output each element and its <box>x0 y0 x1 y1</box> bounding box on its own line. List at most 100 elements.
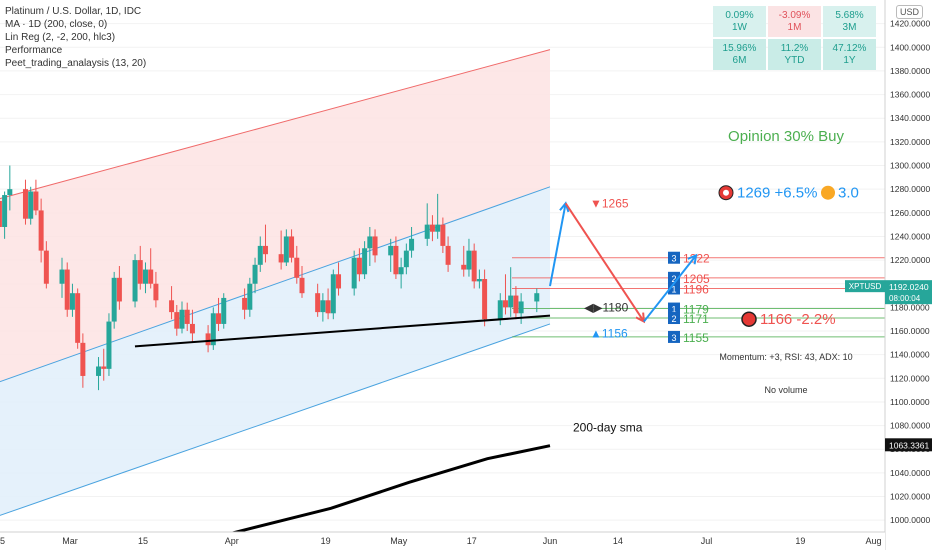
indicator-legend: Platinum / U.S. Dollar, 1D, IDC MA · 1D … <box>5 5 146 70</box>
price-tick: 1120.0000 <box>890 373 930 383</box>
candle-body <box>101 366 107 369</box>
candle-body <box>59 269 65 284</box>
linreg-indicator[interactable]: Lin Reg (2, -2, 200, hlc3) <box>5 32 116 43</box>
candle-body <box>7 189 13 196</box>
price-tick: 1100.0000 <box>890 397 930 407</box>
candle-body <box>96 366 102 376</box>
candle-body <box>22 189 28 219</box>
countdown-text: 08:00:04 <box>889 294 921 303</box>
candle-body <box>174 312 180 329</box>
price-tick: 1160.0000 <box>890 326 930 336</box>
level-rank-box <box>668 302 680 315</box>
candle-body <box>169 300 175 313</box>
regression-channel <box>0 49 551 516</box>
candle-body <box>362 248 368 275</box>
price-tick: 1180.0000 <box>890 302 930 312</box>
candle-body <box>403 250 409 268</box>
performance-cell: 0.09% 1W <box>713 6 766 37</box>
time-axis: 5 Mar 15 Apr 19 May 17 Jun 14 Jul 19 Aug <box>0 531 885 550</box>
price-tick: 1340.0000 <box>890 113 930 123</box>
candle-body <box>476 279 482 282</box>
projection-arrows <box>549 201 698 324</box>
candle-body <box>148 269 154 284</box>
candle-body <box>106 321 112 369</box>
candle-body <box>299 277 305 294</box>
level-rank: 1 <box>671 284 676 294</box>
candle-body <box>466 250 472 270</box>
ma-indicator[interactable]: MA · 1D (200, close, 0) <box>5 19 108 30</box>
time-tick: 19 <box>321 536 331 546</box>
performance-cell: 5.68% 3M <box>823 6 876 37</box>
candle-body <box>153 283 159 301</box>
candle-body <box>33 191 39 211</box>
candle-body <box>445 245 451 265</box>
target-label: 1269 +6.5% <box>737 185 818 202</box>
sma-200-line <box>231 444 551 535</box>
stop-label: 1166 -2.2% <box>760 311 836 328</box>
performance-period: 1W <box>732 22 747 33</box>
performance-period: 1Y <box>843 55 856 66</box>
trend-lines: 200-day sma <box>134 314 643 535</box>
performance-indicator[interactable]: Performance <box>5 45 63 56</box>
symbol-title[interactable]: Platinum / U.S. Dollar, 1D, IDC <box>5 6 142 17</box>
level-label: 1205 <box>683 272 710 286</box>
time-tick: Aug <box>865 536 881 546</box>
candle-body <box>325 300 331 314</box>
candle-body <box>216 313 222 324</box>
candle-body <box>283 236 289 263</box>
candle-body <box>2 195 8 227</box>
candle-body <box>28 191 34 219</box>
time-tick: 17 <box>467 536 477 546</box>
time-axis-bg <box>0 532 885 550</box>
money-bag-icon <box>821 185 835 200</box>
candle-body <box>471 250 477 282</box>
symbol-tag-text: XPTUSD <box>849 282 882 291</box>
performance-period: YTD <box>784 55 805 66</box>
candle-body <box>388 245 394 256</box>
performance-period: 3M <box>842 22 857 33</box>
candle-body <box>210 313 216 346</box>
candle-body <box>518 301 524 314</box>
candle-body <box>189 323 195 334</box>
candle-body <box>242 297 248 310</box>
candle-body <box>116 277 122 302</box>
candle-body <box>289 236 295 258</box>
price-tick: 1320.0000 <box>890 137 930 147</box>
candle-body <box>461 264 467 270</box>
currency-button[interactable]: USD <box>896 5 924 19</box>
lower-channel-fill <box>0 186 550 516</box>
candle-body <box>482 279 488 320</box>
price-axis: 1000.00001020.00001040.00001060.00001080… <box>845 0 932 550</box>
performance-value: 0.09% <box>725 10 754 21</box>
stop-icon <box>741 311 757 327</box>
candle-body <box>424 224 430 239</box>
level-label: 1171 <box>683 312 709 326</box>
candle-body <box>80 342 86 376</box>
performance-value: 47.12% <box>832 43 867 54</box>
candle-body <box>205 333 211 346</box>
candle-body <box>367 236 373 249</box>
candle-body <box>0 200 2 227</box>
candle-body <box>257 245 263 265</box>
time-tick: 5 <box>0 536 5 546</box>
opinion-label: Opinion 30% Buy <box>728 128 844 145</box>
price-tick: 1140.0000 <box>890 350 930 360</box>
candle-body <box>43 250 49 284</box>
candle-body <box>221 297 227 324</box>
pivot-marker: ◀▶1180 <box>584 300 629 314</box>
performance-cell: 11.2% YTD <box>768 39 821 70</box>
custom-indicator[interactable]: Peet_trading_analaysis (13, 20) <box>5 58 147 69</box>
performance-cell: 47.12% 1Y <box>823 39 876 70</box>
volume-label: No volume <box>764 385 807 395</box>
level-rank: 3 <box>671 254 676 264</box>
candle-body <box>132 260 138 302</box>
level-label: 1196 <box>683 282 709 296</box>
performance-value: -3.09% <box>778 10 811 21</box>
price-tick: 1380.0000 <box>890 66 930 76</box>
price-tick: 1300.0000 <box>890 161 930 171</box>
level-rank: 2 <box>671 314 676 324</box>
candle-body <box>252 264 258 284</box>
level-rank: 3 <box>671 333 676 343</box>
candle-body <box>330 274 336 314</box>
